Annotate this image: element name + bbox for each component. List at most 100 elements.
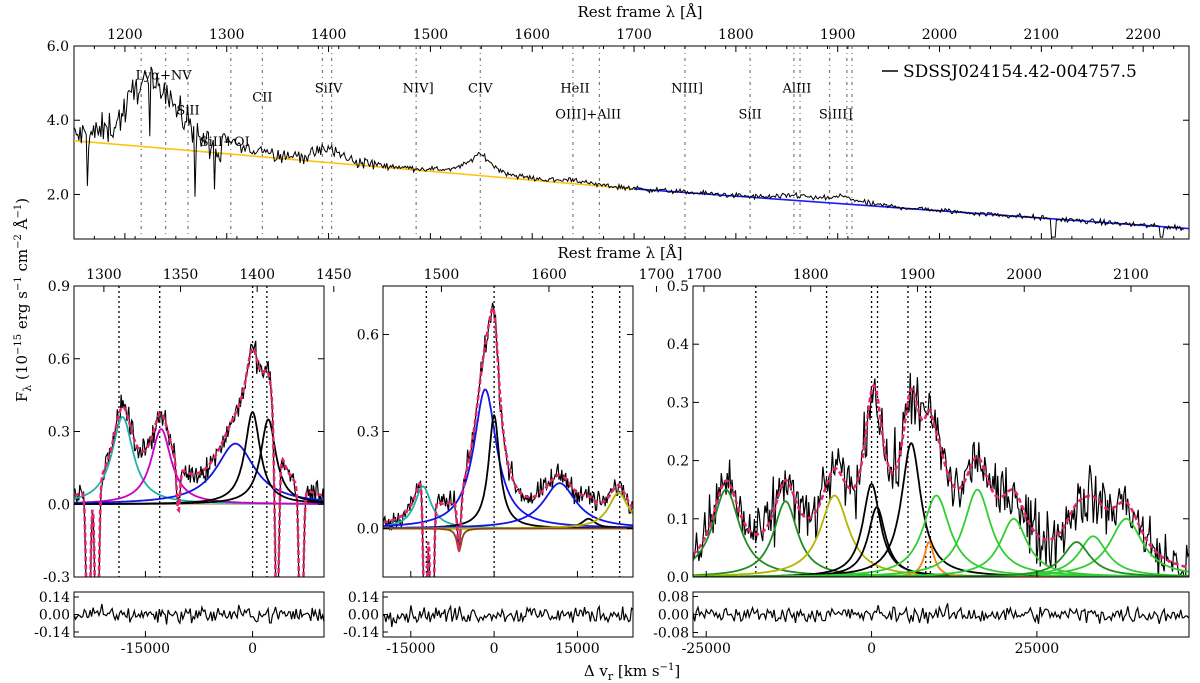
top-y-tick-label: 2.0 <box>47 187 69 203</box>
x-tick-label: -15000 <box>121 641 170 657</box>
emission-line-label: NIV] <box>403 81 434 96</box>
y-tick-label: 0.3 <box>667 395 689 411</box>
y-tick-label: 0.0 <box>48 497 70 513</box>
ciii-panel: -25000 0 25000 1700 1800 1900 2000 2100 0.0 0.1 0.… <box>653 267 1190 657</box>
residual-frame <box>73 591 325 638</box>
panel-frame <box>73 285 325 578</box>
top-wavelength-tick-label: 1600 <box>531 267 567 283</box>
y-tick-label: 0.3 <box>48 425 70 441</box>
x-axis-title-main: Δ v <box>584 662 609 680</box>
emission-line-label: CIV <box>468 81 493 96</box>
x-axis-title: Δ vr [km s−1] <box>584 662 680 683</box>
top-spectrum-panel: 1200 1300 1400 1500 1600 1700 1800 1900 2000 2100… <box>47 3 1190 240</box>
x-tick-label: 0 <box>248 641 257 657</box>
y-tick-label: 0.6 <box>357 328 379 344</box>
residual-y-tick-label: -0.08 <box>653 626 689 642</box>
residual-spectrum <box>73 603 325 625</box>
x-tick-label: 0 <box>490 641 499 657</box>
y-axis-title-close: ) <box>13 198 31 204</box>
top-wavelength-tick-label: 1500 <box>424 267 460 283</box>
mid-rest-frame-axis-title: Rest frame λ [Å] <box>557 244 682 262</box>
observed-spectrum <box>693 372 1189 577</box>
continuum-fit-line <box>73 139 635 190</box>
y-tick-label: 0.6 <box>48 352 70 368</box>
top-tick-label: 2200 <box>1125 27 1161 43</box>
top-tick-label: 1700 <box>616 27 652 43</box>
top-tick-label: 1600 <box>514 27 550 43</box>
top-wavelength-tick-label: 1700 <box>686 267 722 283</box>
x-tick-label: 15000 <box>555 641 600 657</box>
top-tick-label: 2000 <box>922 27 958 43</box>
civ-panel: -15000 0 15000 1500 1600 1700 0.0 0.3 0.6 0.14 0.0… <box>343 267 675 657</box>
x-axis-title-sub: r <box>608 670 614 683</box>
y-axis-title: Fλ (10−15 erg s−1 cm−2 Å−1) <box>13 198 34 402</box>
fit-component-siiv-core-1 <box>74 411 324 505</box>
y-axis-title-sub: λ <box>21 385 34 392</box>
x-axis-title-close: ] <box>674 662 680 680</box>
emission-line-label: NIII] <box>671 81 703 96</box>
top-rest-frame-axis-title: Rest frame λ [Å] <box>577 3 702 21</box>
emission-line-label: SiII <box>738 107 761 122</box>
residual-y-tick-label: 0.00 <box>348 608 379 624</box>
top-line-labels: Lyα+NV SiII SiII+OI CII SiIV NIV] CIV HeII OIII]… <box>136 68 853 150</box>
top-wavelength-tick-label: 1300 <box>86 267 122 283</box>
top-continuum-fits <box>73 139 1190 230</box>
top-tick-label: 1500 <box>413 27 449 43</box>
top-tick-label: 1200 <box>107 27 143 43</box>
top-panel-frame <box>73 45 1190 240</box>
y-axis-title-unit-c: cm <box>13 249 31 272</box>
x-axis-title-unit: [km s <box>613 662 659 680</box>
emission-line-label: SiII <box>176 104 199 119</box>
top-tick-label: 1800 <box>718 27 754 43</box>
y-axis-title-exp-a: −15 <box>13 334 24 355</box>
emission-line-label: CII <box>252 91 272 106</box>
top-tick-label: 1300 <box>209 27 245 43</box>
residual-spectrum <box>692 603 1190 625</box>
emission-line-label: OIII]+AlII <box>555 107 621 122</box>
y-tick-label: 0.5 <box>667 279 689 295</box>
x-axis-title-exp: −1 <box>660 662 675 673</box>
x-tick-label: 25000 <box>1015 641 1060 657</box>
x-tick-label: -15000 <box>386 641 435 657</box>
top-y-tick-label: 4.0 <box>47 113 69 129</box>
residual-y-tick-label: 0.08 <box>658 590 689 606</box>
fit-component-absorption-model <box>383 527 633 553</box>
residual-spectrum <box>382 604 634 627</box>
total-fit <box>74 346 324 577</box>
x-tick-label: -25000 <box>682 641 731 657</box>
top-wavelength-tick-label: 1800 <box>793 267 829 283</box>
fit-component-siiv-core-2 <box>74 418 324 505</box>
residual-y-tick-label: 0.00 <box>658 608 689 624</box>
residual-y-tick-label: -0.14 <box>34 625 70 641</box>
y-axis-title-unit-b: erg s <box>13 291 31 334</box>
y-tick-label: -0.3 <box>43 570 70 586</box>
y-axis-title-main: F <box>13 392 31 402</box>
siiv-panel: -15000 0 1300 1350 1400 1450 -0.3 0.0 0.3 0.6 0.9 0… <box>34 267 352 657</box>
y-tick-label: 0.2 <box>667 454 689 470</box>
fit-component-cii <box>74 428 324 505</box>
fit-component-oi-siii <box>74 416 324 505</box>
top-axis-ticks: 1200 1300 1400 1500 1600 1700 1800 1900 2000 2100… <box>47 27 1189 239</box>
y-axis-title-exp-b: −1 <box>13 276 24 291</box>
top-wavelength-tick-label: 1350 <box>163 267 199 283</box>
residual-y-tick-label: 0.14 <box>39 590 70 606</box>
top-wavelength-tick-label: 1450 <box>316 267 352 283</box>
y-axis-title-unit-d: Å <box>13 218 31 234</box>
top-y-tick-label: 6.0 <box>47 39 69 55</box>
residual-frame <box>692 591 1190 638</box>
top-tick-label: 1400 <box>311 27 347 43</box>
y-tick-label: 0.0 <box>667 570 689 586</box>
top-wavelength-tick-label: 2000 <box>1006 267 1042 283</box>
top-wavelength-tick-label: 1700 <box>639 267 675 283</box>
fit-component-civ-broad <box>383 388 633 529</box>
legend-object-name: SDSSJ024154.42-004757.5 <box>903 62 1137 82</box>
emission-line-label: SiIV <box>315 81 343 96</box>
emission-line-label: Lyα+NV <box>136 68 193 83</box>
y-tick-label: 0.0 <box>357 522 379 538</box>
top-tick-label: 2100 <box>1024 27 1060 43</box>
emission-line-label: HeII <box>560 81 589 96</box>
emission-line-label: SiIII] <box>819 107 853 122</box>
observed-spectrum <box>74 340 324 577</box>
x-tick-label: 0 <box>867 641 876 657</box>
